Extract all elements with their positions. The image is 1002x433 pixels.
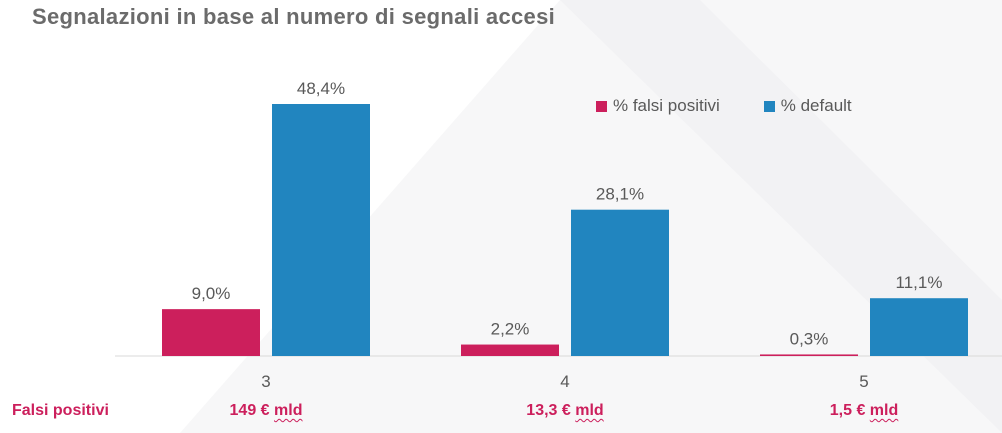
footer-amount-3: 149 € bbox=[229, 402, 270, 419]
data-label-falsi-positivi-5: 0,3% bbox=[790, 329, 829, 348]
bar-default-5 bbox=[870, 298, 968, 356]
data-label-falsi-positivi-4: 2,2% bbox=[491, 320, 530, 339]
bar-falsi-positivi-3 bbox=[162, 309, 260, 356]
footer-unit-4: mld bbox=[575, 402, 604, 419]
legend: % falsi positivi % default bbox=[596, 96, 896, 116]
data-label-default-4: 28,1% bbox=[596, 185, 644, 204]
legend-label-default: % default bbox=[780, 96, 852, 115]
bar-falsi-positivi-5 bbox=[760, 354, 858, 356]
footer-value-5: 1,5 € mld bbox=[830, 402, 899, 420]
data-label-default-5: 11,1% bbox=[896, 273, 943, 292]
data-label-default-3: 48,4% bbox=[297, 79, 345, 98]
footer-unit-3: mld bbox=[274, 402, 303, 419]
footer-row: Falsi positivi 149 € mld 13,3 € mld 1,5 … bbox=[0, 402, 1002, 426]
footer-amount-4: 13,3 € bbox=[526, 402, 571, 419]
bar-default-4 bbox=[571, 209, 669, 356]
x-tick-label-5: 5 bbox=[859, 372, 868, 391]
legend-item-falsi-positivi: % falsi positivi bbox=[596, 96, 720, 116]
x-tick-label-4: 4 bbox=[560, 372, 569, 391]
footer-value-4: 13,3 € mld bbox=[526, 402, 603, 420]
legend-swatch-default bbox=[763, 100, 775, 112]
footer-unit-5: mld bbox=[869, 402, 899, 419]
x-tick-label-3: 3 bbox=[261, 372, 270, 391]
legend-item-default: % default bbox=[763, 96, 852, 116]
footer-amount-5: 1,5 € bbox=[829, 402, 866, 419]
legend-label-falsi-positivi: % falsi positivi bbox=[613, 96, 720, 115]
chart-title: Segnalazioni in base al numero di segnal… bbox=[32, 4, 556, 29]
bar-default-3 bbox=[272, 104, 370, 356]
footer-label: Falsi positivi bbox=[12, 402, 109, 419]
data-label-falsi-positivi-3: 9,0% bbox=[192, 284, 231, 303]
bar-falsi-positivi-4 bbox=[461, 344, 559, 356]
footer-value-3: 149 € mld bbox=[230, 402, 303, 420]
legend-swatch-falsi-positivi bbox=[596, 100, 607, 112]
